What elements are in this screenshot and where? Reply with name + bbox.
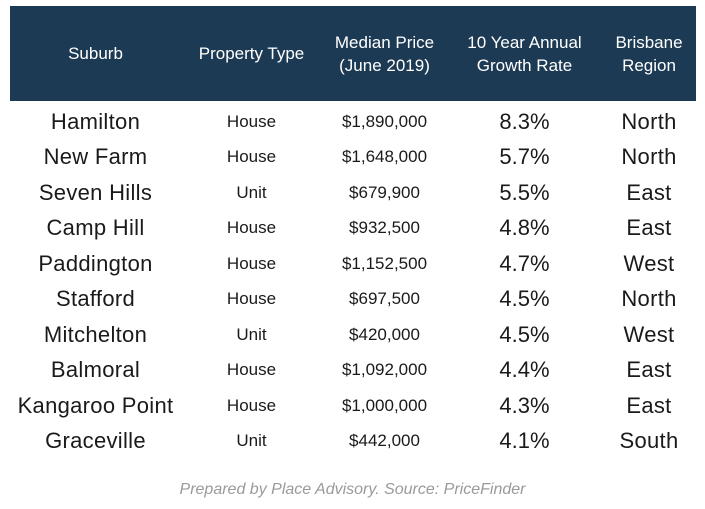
table-row: Mitchelton Unit $420,000 4.5% West — [10, 317, 696, 353]
table-row: Kangaroo Point House $1,000,000 4.3% East — [10, 388, 696, 424]
cell-growth-rate: 4.8% — [499, 215, 550, 241]
cell-median-price: $1,092,000 — [341, 360, 428, 380]
cell-suburb: New Farm — [43, 144, 148, 170]
cell-growth-rate: 4.4% — [499, 357, 550, 383]
cell-region: East — [626, 179, 672, 205]
cell-region: East — [626, 215, 672, 241]
cell-suburb: Kangaroo Point — [17, 392, 174, 418]
cell-suburb: Seven Hills — [38, 179, 153, 205]
header-median-price: Median Price (June 2019) — [334, 32, 435, 75]
cell-suburb: Graceville — [45, 428, 146, 454]
table-row: Hamilton House $1,890,000 8.3% North — [10, 104, 696, 140]
cell-suburb: Hamilton — [50, 108, 141, 134]
cell-region: East — [626, 392, 672, 418]
cell-region: West — [623, 250, 675, 276]
cell-median-price: $697,500 — [349, 289, 420, 309]
cell-property-type: House — [226, 395, 277, 415]
table-row: Balmoral House $1,092,000 4.4% East — [10, 353, 696, 389]
cell-region: North — [621, 144, 677, 170]
cell-growth-rate: 5.5% — [499, 179, 550, 205]
cell-property-type: House — [226, 111, 277, 131]
cell-median-price: $932,500 — [349, 218, 420, 238]
cell-region: South — [619, 428, 679, 454]
cell-growth-rate: 4.5% — [499, 321, 550, 347]
cell-suburb: Balmoral — [50, 357, 141, 383]
cell-suburb: Paddington — [38, 250, 153, 276]
cell-property-type: House — [226, 289, 277, 309]
cell-property-type: House — [226, 147, 277, 167]
cell-growth-rate: 8.3% — [499, 108, 550, 134]
cell-median-price: $1,648,000 — [341, 147, 428, 167]
cell-suburb: Stafford — [55, 286, 136, 312]
source-footnote: Prepared by Place Advisory. Source: Pric… — [179, 481, 526, 498]
cell-median-price: $679,900 — [349, 182, 420, 202]
header-region: Brisbane Region — [615, 32, 683, 75]
table-row: Camp Hill House $932,500 4.8% East — [10, 211, 696, 247]
cell-property-type: House — [226, 360, 277, 380]
table-row: New Farm House $1,648,000 5.7% North — [10, 140, 696, 176]
table-row: Stafford House $697,500 4.5% North — [10, 282, 696, 318]
cell-region: East — [626, 357, 672, 383]
cell-median-price: $442,000 — [349, 431, 420, 451]
cell-property-type: House — [226, 253, 277, 273]
cell-growth-rate: 4.3% — [499, 392, 550, 418]
table-row: Seven Hills Unit $679,900 5.5% East — [10, 175, 696, 211]
cell-property-type: Unit — [236, 431, 267, 451]
cell-region: West — [623, 321, 675, 347]
table-body: Hamilton House $1,890,000 8.3% North New Farm… — [10, 104, 696, 459]
cell-growth-rate: 4.1% — [499, 428, 550, 454]
table-row: Graceville Unit $442,000 4.1% South — [10, 424, 696, 460]
suburb-growth-table: Suburb Property Type Median Price (June … — [10, 6, 696, 459]
cell-median-price: $1,152,500 — [341, 253, 428, 273]
cell-region: North — [621, 286, 677, 312]
cell-suburb: Camp Hill — [46, 215, 145, 241]
table-row: Paddington House $1,152,500 4.7% West — [10, 246, 696, 282]
cell-median-price: $1,000,000 — [341, 395, 428, 415]
cell-growth-rate: 5.7% — [499, 144, 550, 170]
cell-growth-rate: 4.5% — [499, 286, 550, 312]
table-header-row: Suburb Property Type Median Price (June … — [10, 6, 696, 101]
header-suburb: Suburb — [68, 44, 123, 63]
header-growth-rate: 10 Year Annual Growth Rate — [467, 32, 582, 75]
cell-suburb: Mitchelton — [43, 321, 148, 347]
cell-region: North — [621, 108, 677, 134]
cell-median-price: $1,890,000 — [341, 111, 428, 131]
cell-property-type: Unit — [236, 324, 267, 344]
cell-growth-rate: 4.7% — [499, 250, 550, 276]
cell-median-price: $420,000 — [349, 324, 420, 344]
cell-property-type: House — [226, 218, 277, 238]
header-property-type: Property Type — [198, 44, 305, 63]
cell-property-type: Unit — [236, 182, 267, 202]
